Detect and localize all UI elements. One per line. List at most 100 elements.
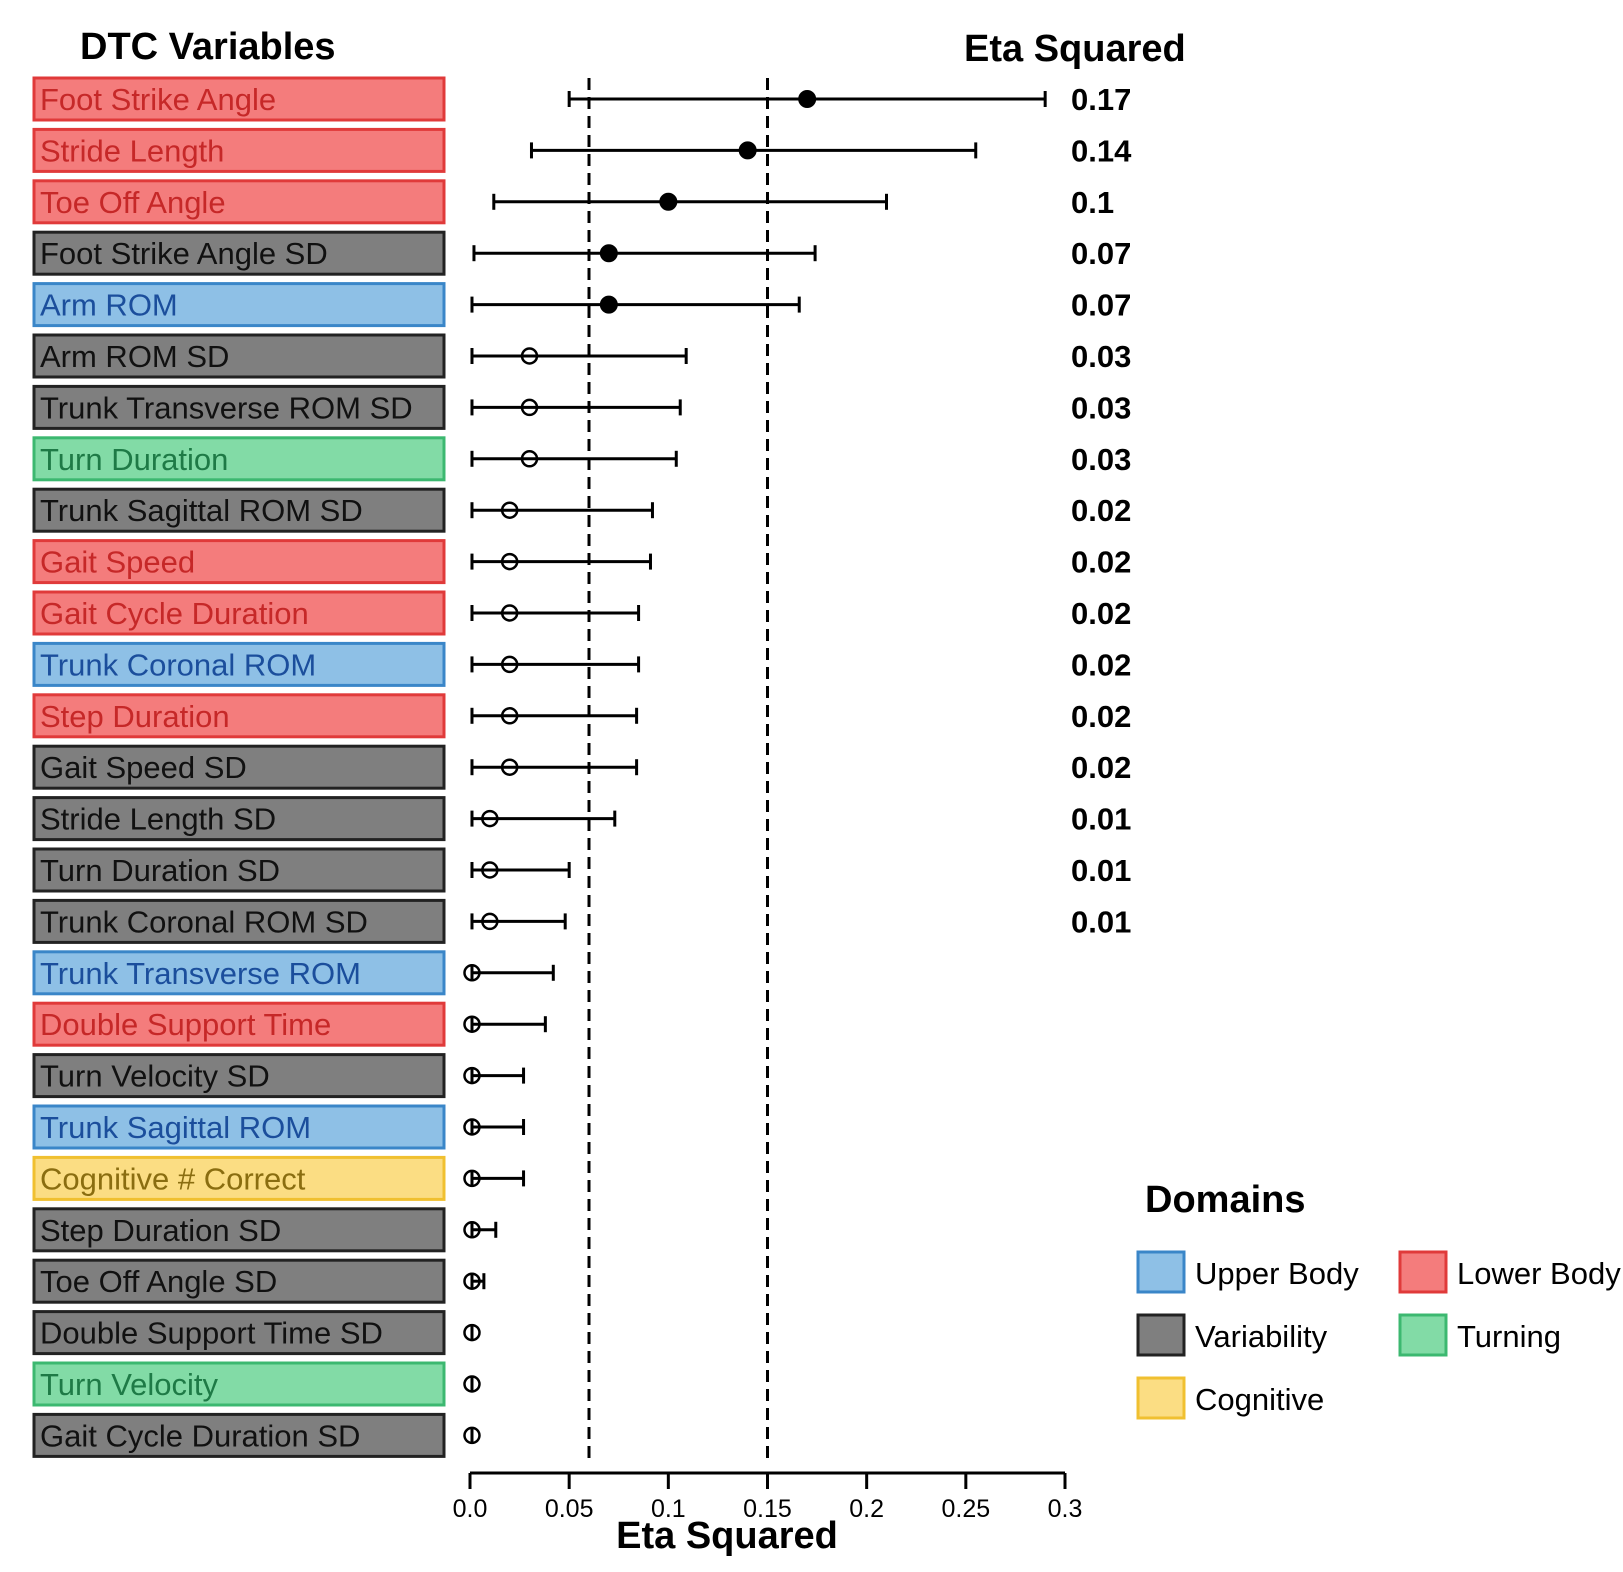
point-estimate	[463, 1375, 481, 1393]
legend-item: Cognitive	[1136, 1376, 1324, 1420]
point-estimate	[659, 192, 678, 211]
point-estimate	[500, 501, 519, 519]
legend-label: Upper Body	[1195, 1256, 1359, 1291]
variable-row: Cognitive # Correct	[32, 1155, 526, 1201]
point-estimate	[520, 347, 539, 365]
variable-label-box	[32, 950, 446, 996]
variable-row: Step Duration 0.02	[32, 693, 1131, 739]
eta-value-label: 0.01	[1071, 904, 1131, 939]
variable-label: Turn Velocity SD	[40, 1059, 270, 1094]
variable-label-box	[32, 590, 446, 636]
variable-label: Step Duration SD	[40, 1213, 281, 1248]
variable-label-box	[32, 127, 446, 173]
eta-value-label: 0.02	[1071, 699, 1131, 734]
variable-row: Toe Off Angle SD	[32, 1258, 486, 1304]
eta-value-label: 0.02	[1071, 493, 1131, 528]
legend-swatch	[1398, 1250, 1448, 1294]
eta-value-label: 0.01	[1071, 802, 1131, 837]
variable-label-box	[32, 436, 446, 482]
eta-value-label: 0.02	[1071, 750, 1131, 785]
variable-label-box	[32, 641, 446, 687]
variable-row: Arm ROM 0.07	[32, 282, 1131, 328]
point-estimate	[500, 758, 519, 776]
variable-row: Step Duration SD	[32, 1207, 498, 1253]
variable-label-box	[32, 487, 446, 533]
variable-label-box	[32, 1155, 446, 1201]
eta-value-label: 0.02	[1071, 545, 1131, 580]
variable-label: Double Support Time	[40, 1007, 331, 1042]
point-estimate	[481, 912, 499, 931]
variable-label-box	[32, 1053, 446, 1099]
x-tick-label: 0.25	[941, 1495, 990, 1523]
point-estimate	[798, 90, 817, 108]
point-estimate	[463, 1015, 481, 1033]
variable-row: Gait Cycle Duration 0.02	[32, 590, 1131, 636]
point-estimate	[463, 1426, 481, 1445]
variable-label: Trunk Coronal ROM	[40, 647, 316, 682]
legend-swatch	[1136, 1313, 1186, 1357]
variable-row: Trunk Transverse ROM	[32, 950, 555, 996]
legend-item: Variability	[1136, 1313, 1328, 1357]
variable-label: Turn Duration SD	[40, 853, 280, 888]
variable-row: Turn Velocity SD	[32, 1053, 526, 1099]
variable-label-box	[32, 744, 446, 790]
variable-row: Gait Speed SD 0.02	[32, 744, 1131, 790]
variables-header: DTC Variables	[80, 26, 336, 68]
variable-label: Gait Speed SD	[40, 750, 247, 785]
point-estimate	[463, 1323, 481, 1342]
variable-row: Gait Speed 0.02	[32, 539, 1131, 585]
eta-value-label: 0.02	[1071, 647, 1131, 682]
variable-label-box	[32, 76, 446, 122]
point-estimate	[463, 1066, 481, 1085]
x-tick-label: 0.2	[849, 1495, 884, 1523]
point-estimate	[463, 1221, 481, 1239]
legend-swatch	[1136, 1250, 1186, 1294]
x-tick-label: 0.3	[1048, 1495, 1083, 1523]
x-axis: 0.0 0.05 0.1 0.15 0.2 0.25 0.3	[453, 1471, 1083, 1523]
variable-row: Turn Duration 0.03	[32, 436, 1131, 482]
eta-value-label: 0.03	[1071, 339, 1131, 374]
variable-row: Turn Duration SD 0.01	[32, 847, 1131, 893]
eta-value-label: 0.03	[1071, 390, 1131, 425]
variable-row: Trunk Coronal ROM 0.02	[32, 641, 1131, 687]
variable-label: Turn Velocity	[40, 1367, 219, 1402]
variable-row: Foot Strike Angle SD 0.07	[32, 230, 1131, 276]
variable-rows: Foot Strike Angle 0.17 Stride Length 0.14 To…	[32, 76, 1132, 1458]
variable-row: Turn Velocity	[32, 1361, 481, 1407]
variable-label-box	[32, 1412, 446, 1458]
variable-label: Double Support Time SD	[40, 1316, 383, 1351]
x-axis-label: Eta Squared	[616, 1515, 838, 1557]
variable-label: Gait Cycle Duration	[40, 596, 309, 631]
point-estimate	[463, 1118, 481, 1136]
legend-label: Variability	[1195, 1319, 1328, 1354]
variable-label: Stride Length SD	[40, 802, 276, 837]
variable-row: Trunk Sagittal ROM	[32, 1104, 526, 1150]
variable-label-box	[32, 898, 446, 944]
legend-title: Domains	[1145, 1179, 1305, 1221]
point-estimate	[500, 707, 519, 725]
variable-label: Trunk Transverse ROM	[40, 956, 361, 991]
legend-item: Upper Body	[1136, 1250, 1359, 1294]
x-tick-label: 0.15	[743, 1495, 792, 1523]
variable-row: Gait Cycle Duration SD	[32, 1412, 481, 1458]
point-estimate	[481, 861, 499, 879]
variable-label-box	[32, 384, 446, 430]
variable-label: Gait Cycle Duration SD	[40, 1418, 360, 1453]
variable-label: Trunk Coronal ROM SD	[40, 904, 368, 939]
point-estimate	[520, 398, 539, 417]
x-tick-label: 0.05	[545, 1495, 594, 1523]
variable-row: Trunk Sagittal ROM SD 0.02	[32, 487, 1131, 533]
variable-label: Cognitive # Correct	[40, 1161, 306, 1196]
variable-label: Toe Off Angle SD	[40, 1264, 277, 1299]
point-estimate	[500, 655, 519, 674]
legend-label: Cognitive	[1195, 1382, 1324, 1417]
legend-item: Lower Body	[1398, 1250, 1621, 1294]
variable-label: Stride Length	[40, 133, 224, 168]
point-estimate	[738, 141, 757, 160]
point-estimate	[463, 1169, 481, 1188]
variable-label: Toe Off Angle	[40, 185, 226, 220]
legend-swatch	[1398, 1313, 1448, 1357]
variable-row: Stride Length SD 0.01	[32, 796, 1131, 842]
eta-value-label: 0.14	[1071, 133, 1132, 168]
variable-row: Arm ROM SD 0.03	[32, 333, 1131, 379]
